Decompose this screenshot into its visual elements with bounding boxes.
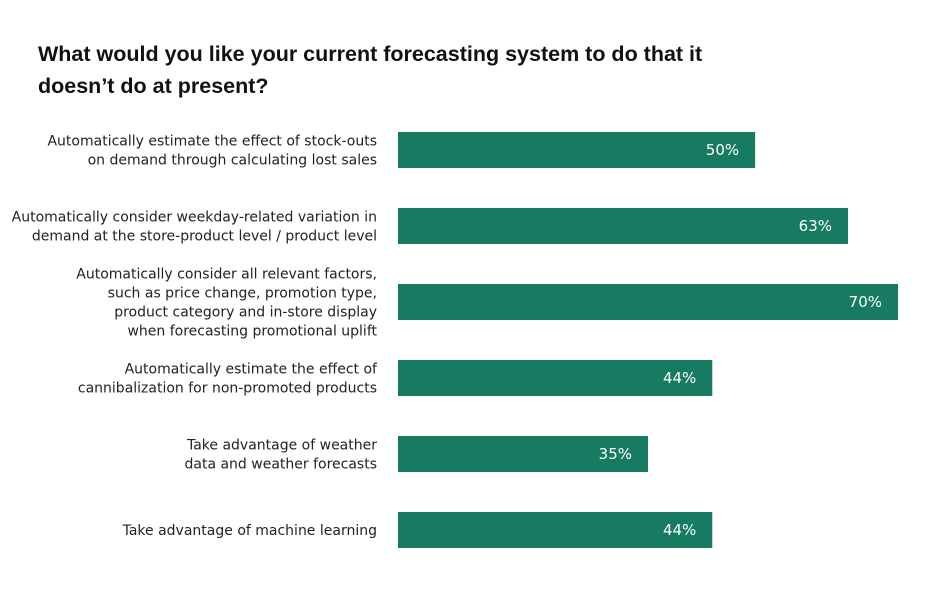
data-label-2: 70% (849, 293, 882, 311)
category-label-1: demand at the store-product level / prod… (32, 229, 377, 245)
bar-4 (398, 436, 648, 472)
category-label-0: Automatically estimate the effect of sto… (47, 134, 377, 150)
bar-5 (398, 512, 713, 548)
category-label-2: product category and in-store display (114, 305, 377, 321)
bar-2 (398, 284, 898, 320)
category-label-4: Take advantage of weather (186, 438, 377, 454)
category-label-0: on demand through calculating lost sales (88, 153, 377, 169)
category-label-1: Automatically consider weekday-related v… (12, 210, 377, 226)
chart-title: What would you like your current forecas… (38, 42, 703, 98)
bar-1 (398, 208, 848, 244)
bar-3 (398, 360, 713, 396)
data-label-5: 44% (663, 521, 696, 539)
category-label-3: cannibalization for non-promoted product… (78, 381, 377, 397)
data-label-0: 50% (706, 141, 739, 159)
category-label-2: Automatically consider all relevant fact… (76, 267, 377, 283)
bar-0 (398, 132, 756, 168)
category-label-4: data and weather forecasts (184, 457, 377, 473)
category-label-2: when forecasting promotional uplift (127, 324, 377, 340)
data-label-3: 44% (663, 369, 696, 387)
data-label-1: 63% (799, 217, 832, 235)
data-label-4: 35% (599, 445, 632, 463)
category-label-3: Automatically estimate the effect of (125, 362, 378, 378)
category-label-2: such as price change, promotion type, (108, 286, 377, 302)
category-label-5: Take advantage of machine learning (122, 523, 377, 539)
